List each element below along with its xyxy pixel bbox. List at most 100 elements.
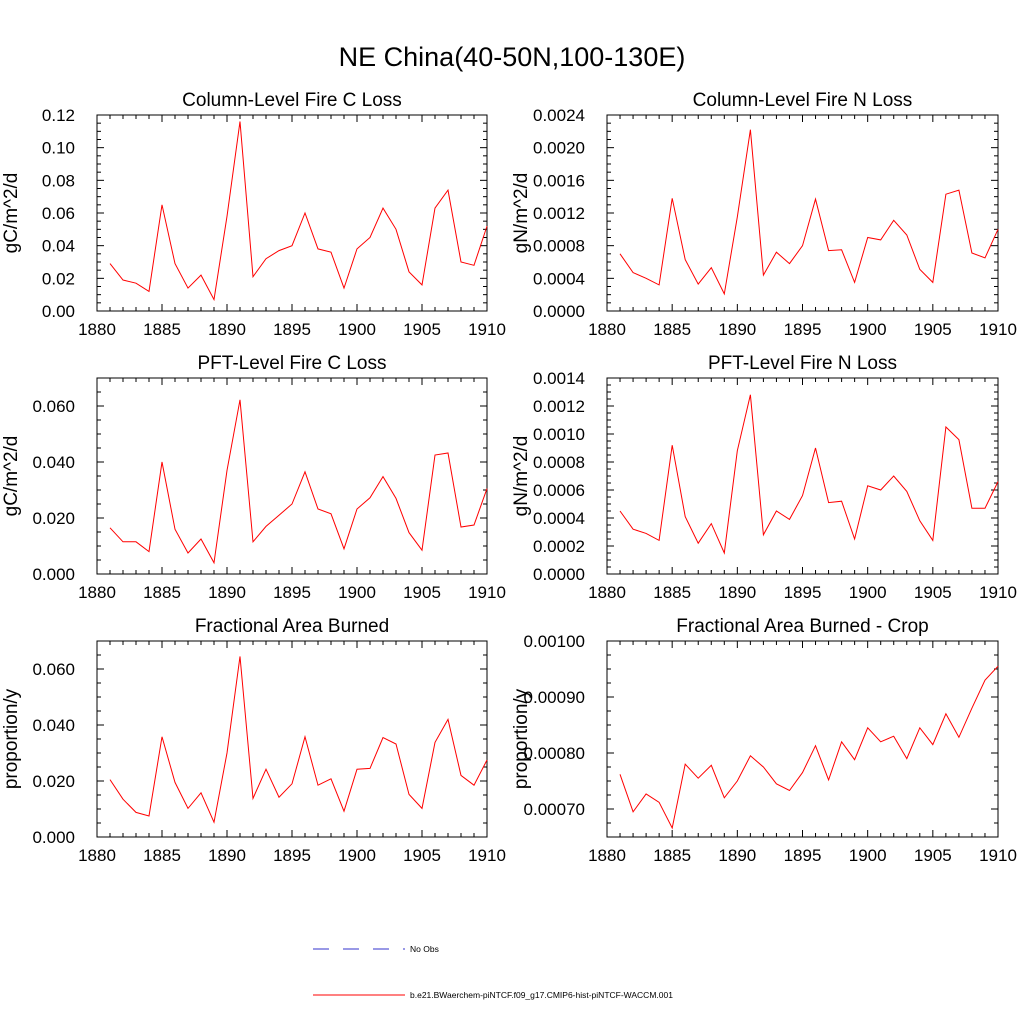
- y-tick-label: 0.0004: [533, 269, 585, 288]
- panel-title: PFT-Level Fire N Loss: [708, 353, 897, 374]
- x-tick-label: 1885: [653, 320, 691, 339]
- y-tick-label: 0.02: [42, 269, 75, 288]
- x-tick-label: 1895: [273, 320, 311, 339]
- y-axis-label: gC/m^2/d: [1, 173, 22, 254]
- legend-label-model: b.e21.BWaerchem-piNTCF.f09_g17.CMIP6-his…: [410, 990, 673, 1000]
- x-tick-label: 1885: [143, 583, 181, 602]
- series-line: [619, 665, 999, 830]
- plot-frame: [606, 114, 999, 312]
- y-tick-label: 0.000: [32, 565, 75, 584]
- x-tick-label: 1885: [653, 846, 691, 865]
- x-tick-label: 1890: [208, 320, 246, 339]
- x-tick-label: 1890: [718, 320, 756, 339]
- y-tick-label: 0.00100: [524, 632, 585, 651]
- y-axis-label: proportion/y: [1, 688, 22, 789]
- y-tick-label: 0.0000: [533, 302, 585, 321]
- y-tick-label: 0.020: [32, 509, 75, 528]
- series-line: [619, 394, 999, 555]
- x-tick-label: 1900: [338, 846, 376, 865]
- panel-title: Fractional Area Burned: [195, 616, 389, 637]
- y-tick-label: 0.0012: [533, 397, 585, 416]
- figure-title: NE China(40-50N,100-130E): [339, 42, 686, 72]
- y-tick-label: 0.00080: [524, 744, 585, 763]
- x-tick-label: 1905: [403, 583, 441, 602]
- panel-title: Column-Level Fire N Loss: [693, 90, 913, 111]
- x-tick-label: 1895: [273, 846, 311, 865]
- y-tick-label: 0.00: [42, 302, 75, 321]
- x-tick-label: 1900: [849, 846, 887, 865]
- x-tick-label: 1885: [143, 320, 181, 339]
- x-tick-label: 1905: [403, 846, 441, 865]
- plot-frame: [96, 114, 488, 312]
- y-tick-label: 0.040: [32, 453, 75, 472]
- panel-title: PFT-Level Fire C Loss: [198, 353, 387, 374]
- panel-title: Fractional Area Burned - Crop: [676, 616, 928, 637]
- panel-2: Column-Level Fire N Loss gN/m^2/d 1880 1885…: [511, 90, 1017, 339]
- x-tick-label: 1905: [914, 320, 952, 339]
- plot-frame: [606, 640, 999, 838]
- x-tick-label: 1895: [784, 320, 822, 339]
- panel-5: Fractional Area Burned proportion/y 1880 18…: [1, 616, 506, 865]
- x-tick-label: 1890: [718, 583, 756, 602]
- y-tick-label: 0.000: [32, 828, 75, 847]
- y-tick-label: 0.0020: [533, 139, 585, 158]
- panels: Column-Level Fire C Loss gC/m^2/d 1880 1885…: [1, 90, 1017, 865]
- panel-6: Fractional Area Burned - Crop proportion/…: [511, 616, 1017, 865]
- y-tick-label: 0.0012: [533, 204, 585, 223]
- x-tick-label: 1880: [78, 320, 116, 339]
- x-tick-label: 1905: [403, 320, 441, 339]
- x-tick-label: 1900: [338, 583, 376, 602]
- y-tick-label: 0.0002: [533, 537, 585, 556]
- legend-label-no-obs: No Obs: [410, 944, 439, 954]
- panel-3: PFT-Level Fire C Loss gC/m^2/d 1880 1885 189…: [1, 353, 506, 602]
- x-tick-label: 1885: [143, 846, 181, 865]
- x-tick-label: 1900: [849, 320, 887, 339]
- y-tick-label: 0.0000: [533, 565, 585, 584]
- x-tick-label: 1880: [588, 320, 626, 339]
- x-tick-label: 1890: [208, 583, 246, 602]
- plot-frame: [606, 377, 999, 575]
- x-tick-label: 1910: [979, 320, 1017, 339]
- y-tick-label: 0.06: [42, 204, 75, 223]
- y-tick-label: 0.0010: [533, 425, 585, 444]
- x-tick-label: 1895: [273, 583, 311, 602]
- panel-title: Column-Level Fire C Loss: [182, 90, 402, 111]
- legend: No Obs b.e21.BWaerchem-piNTCF.f09_g17.CM…: [313, 944, 673, 1000]
- y-tick-label: 0.060: [32, 397, 75, 416]
- y-tick-label: 0.0008: [533, 237, 585, 256]
- panel-4: PFT-Level Fire N Loss gN/m^2/d 1880 1885 189…: [511, 353, 1017, 602]
- y-tick-label: 0.0008: [533, 453, 585, 472]
- y-axis-label: gN/m^2/d: [511, 173, 532, 254]
- x-tick-label: 1880: [78, 583, 116, 602]
- y-tick-label: 0.04: [42, 237, 75, 256]
- y-tick-label: 0.08: [42, 171, 75, 190]
- x-tick-label: 1910: [468, 846, 506, 865]
- y-axis-label: gC/m^2/d: [1, 436, 22, 517]
- x-tick-label: 1910: [979, 583, 1017, 602]
- y-tick-label: 0.060: [32, 660, 75, 679]
- y-tick-label: 0.0006: [533, 481, 585, 500]
- y-tick-label: 0.020: [32, 772, 75, 791]
- x-tick-label: 1910: [468, 583, 506, 602]
- y-tick-label: 0.00090: [524, 688, 585, 707]
- x-tick-label: 1880: [588, 583, 626, 602]
- plot-frame: [96, 640, 488, 838]
- plot-frame: [96, 377, 488, 575]
- x-tick-label: 1890: [718, 846, 756, 865]
- x-tick-label: 1895: [784, 846, 822, 865]
- series-line: [619, 129, 999, 296]
- x-tick-label: 1905: [914, 846, 952, 865]
- y-axis-label: proportion/y: [511, 688, 532, 789]
- y-axis-label: gN/m^2/d: [511, 436, 532, 517]
- y-tick-label: 0.0016: [533, 171, 585, 190]
- y-tick-label: 0.00070: [524, 800, 585, 819]
- y-tick-label: 0.040: [32, 716, 75, 735]
- y-tick-label: 0.0014: [533, 369, 585, 388]
- x-tick-label: 1895: [784, 583, 822, 602]
- panel-1: Column-Level Fire C Loss gC/m^2/d 1880 1885…: [1, 90, 506, 339]
- y-tick-label: 0.0004: [533, 509, 585, 528]
- y-tick-label: 0.10: [42, 139, 75, 158]
- x-tick-label: 1910: [468, 320, 506, 339]
- x-tick-label: 1905: [914, 583, 952, 602]
- x-tick-label: 1900: [849, 583, 887, 602]
